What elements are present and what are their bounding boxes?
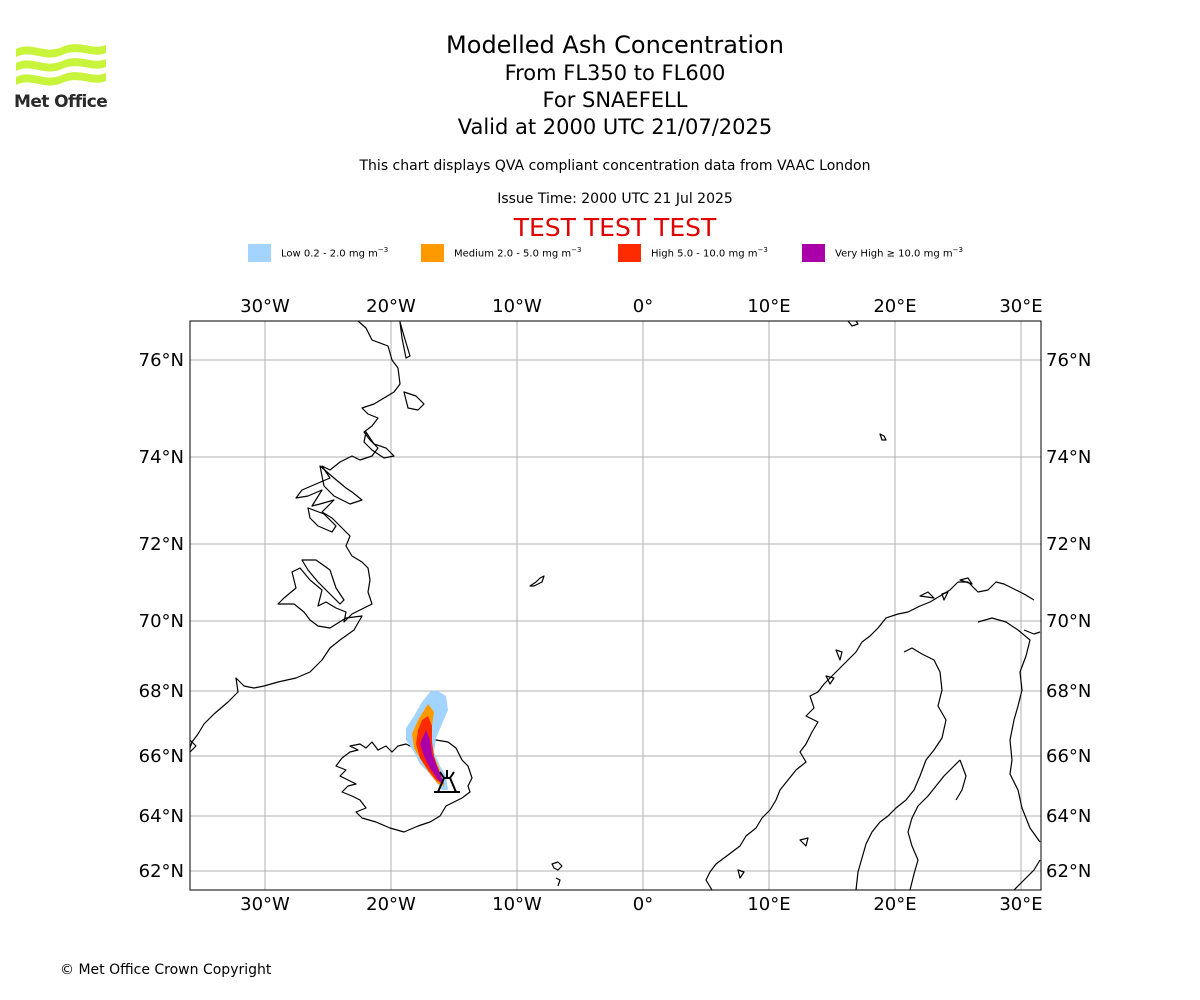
lon-label: 10°W (492, 894, 542, 915)
legend: Low 0.2 - 2.0 mg m−3 Medium 2.0 - 5.0 mg… (0, 244, 1200, 264)
lon-label: 30°E (999, 296, 1042, 317)
sweden-finland-border (977, 617, 1041, 843)
copyright: © Met Office Crown Copyright (60, 962, 272, 978)
lon-label: 10°E (747, 894, 790, 915)
legend-item-medium: Medium 2.0 - 5.0 mg m−3 (421, 244, 581, 262)
volcano-icon (434, 770, 460, 793)
lat-label: 74°N (1046, 447, 1091, 468)
lon-label: 0° (633, 894, 653, 915)
ash-very-high-area (420, 730, 444, 784)
lat-label: 68°N (139, 681, 184, 702)
legend-swatch-medium (421, 244, 444, 262)
test-banner: TEST TEST TEST (513, 213, 717, 242)
chart-title-block: Modelled Ash Concentration From FL350 to… (0, 30, 1200, 141)
lat-label: 76°N (1046, 350, 1091, 371)
legend-item-high: High 5.0 - 10.0 mg m−3 (618, 244, 768, 262)
lon-label: 20°W (366, 296, 416, 317)
legend-item-very-high: Very High ≥ 10.0 mg m−3 (802, 244, 963, 262)
ash-plume (406, 690, 448, 790)
met-office-logo-icon (16, 44, 106, 86)
lon-label: 10°E (747, 296, 790, 317)
lon-label: 20°W (366, 894, 416, 915)
jan-mayen-coast (529, 575, 545, 587)
coastlines (190, 321, 1041, 890)
lat-label: 76°N (139, 350, 184, 371)
lat-label: 64°N (1046, 806, 1091, 827)
lat-label: 66°N (1046, 746, 1091, 767)
legend-swatch-very-high (802, 244, 825, 262)
lat-label: 72°N (139, 534, 184, 555)
lat-label: 74°N (139, 447, 184, 468)
longitude-labels-bottom: 30°W 20°W 10°W 0° 10°E 20°E 30°E (240, 894, 1042, 915)
lat-label: 70°N (1046, 611, 1091, 632)
chart-title: Modelled Ash Concentration (446, 31, 784, 59)
lat-label: 68°N (1046, 681, 1091, 702)
lon-label: 30°W (240, 894, 290, 915)
latitude-labels-right: 76°N 74°N 72°N 70°N 68°N 66°N 64°N 62°N (1046, 350, 1091, 882)
lon-label: 20°E (873, 296, 916, 317)
longitude-labels-top: 30°W 20°W 10°W 0° 10°E 20°E 30°E (240, 296, 1042, 317)
valid-time: Valid at 2000 UTC 21/07/2025 (457, 115, 773, 139)
lat-label: 72°N (1046, 534, 1091, 555)
iceland-coast (335, 739, 473, 833)
map-frame (189, 320, 1042, 891)
lat-label: 70°N (139, 611, 184, 632)
legend-swatch-low (248, 244, 271, 262)
issue-time: Issue Time: 2000 UTC 21 Jul 2025 (497, 191, 733, 207)
lat-label: 62°N (1046, 861, 1091, 882)
lon-label: 30°E (999, 894, 1042, 915)
lat-label: 62°N (139, 861, 184, 882)
latitude-labels-left: 76°N 74°N 72°N 70°N 68°N 66°N 64°N 62°N (139, 350, 184, 882)
lat-label: 64°N (139, 806, 184, 827)
volcano-title: For SNAEFELL (542, 88, 688, 112)
subtitle: This chart displays QVA compliant concen… (359, 158, 871, 174)
lon-label: 0° (633, 296, 653, 317)
logo-text: Met Office (14, 92, 108, 112)
lon-label: 20°E (873, 894, 916, 915)
flight-level-range: From FL350 to FL600 (504, 61, 726, 85)
legend-item-low: Low 0.2 - 2.0 mg m−3 (248, 244, 388, 262)
bothnia-coast (907, 759, 961, 890)
greenland-coast (190, 321, 401, 749)
lat-label: 66°N (139, 746, 184, 767)
map-gridlines (190, 321, 1041, 890)
legend-swatch-high (618, 244, 641, 262)
lon-label: 10°W (492, 296, 542, 317)
norway-sweden-border (855, 647, 947, 890)
norway-coast (705, 581, 1035, 890)
lon-label: 30°W (240, 296, 290, 317)
